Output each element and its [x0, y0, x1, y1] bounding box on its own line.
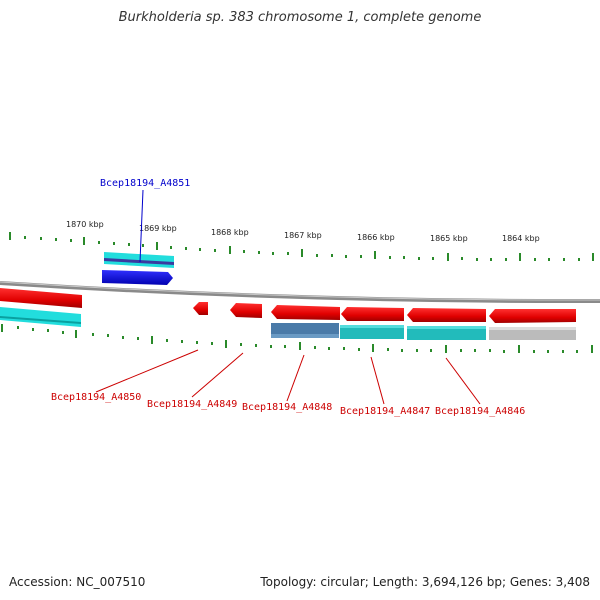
gene-label-a4848[interactable]: Bcep18194_A4848: [242, 402, 332, 413]
scale-label-1866: 1866 kbp: [357, 233, 395, 242]
cog-track-reverse: [271, 323, 576, 340]
scale-label-1869: 1869 kbp: [139, 224, 177, 233]
gene-label-a4850[interactable]: Bcep18194_A4850: [51, 392, 141, 403]
gene-label-a4851[interactable]: Bcep18194_A4851: [100, 178, 190, 189]
genome-backbone-highlight: [0, 281, 600, 301]
inner-tick-ring: [1, 324, 593, 353]
label-leader-lines: [95, 189, 481, 405]
scale-label-1867: 1867 kbp: [284, 231, 322, 240]
gene-a4850[interactable]: [193, 302, 208, 315]
gene-label-a4849[interactable]: Bcep18194_A4849: [147, 399, 237, 410]
cog-track-a4851: [104, 252, 174, 268]
scale-label-1870: 1870 kbp: [66, 220, 104, 229]
gene-a4849[interactable]: [230, 303, 262, 318]
gene-left-partial[interactable]: [0, 288, 82, 308]
gene-a4846[interactable]: [407, 308, 486, 322]
scale-label-1868: 1868 kbp: [211, 228, 249, 237]
scale-labels: 1870 kbp 1869 kbp 1868 kbp 1867 kbp 1866…: [66, 220, 540, 243]
genome-backbone: [0, 281, 600, 304]
gene-a4847[interactable]: [341, 307, 404, 321]
gene-a4848[interactable]: [271, 305, 340, 320]
gene-a4851[interactable]: [102, 270, 173, 285]
cog-track-left-partial: [0, 307, 81, 327]
scale-label-1864: 1864 kbp: [502, 234, 540, 243]
outer-tick-ring: [9, 232, 594, 261]
gene-right[interactable]: [489, 309, 576, 323]
gene-label-a4847[interactable]: Bcep18194_A4847: [340, 406, 430, 417]
map-title: Burkholderia sp. 383 chromosome 1, compl…: [118, 10, 482, 25]
scale-label-1865: 1865 kbp: [430, 234, 468, 243]
accession-text: Accession: NC_007510: [9, 575, 146, 589]
topology-text: Topology: circular; Length: 3,694,126 bp…: [260, 575, 590, 589]
gene-label-a4846[interactable]: Bcep18194_A4846: [435, 406, 525, 417]
